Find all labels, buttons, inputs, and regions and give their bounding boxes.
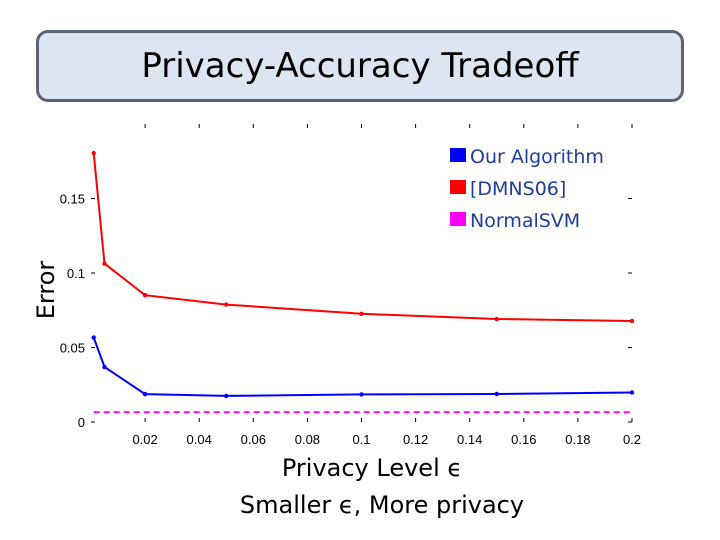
point-dmns06-5 — [494, 316, 499, 322]
x-axis-label: Privacy Level ϵ — [282, 454, 462, 482]
x-tick-label-4: 0.1 — [352, 432, 370, 447]
x-axis-sublabel: Smaller ϵ, More privacy — [240, 491, 524, 519]
x-tick-label-3: 0.08 — [295, 432, 320, 447]
x-tick-label-0: 0.02 — [132, 432, 157, 447]
legend-swatch-dmns06 — [450, 180, 466, 194]
x-tick-label-5: 0.12 — [403, 432, 428, 447]
point-dmns06-2 — [142, 293, 148, 298]
x-tick-label-7: 0.16 — [511, 432, 536, 447]
legend-swatch-our-algorithm — [450, 148, 466, 162]
point-our-algorithm-0 — [91, 335, 96, 340]
series-line-our-algorithm — [92, 337, 633, 397]
point-dmns06-6 — [629, 318, 635, 324]
point-our-algorithm-2 — [142, 391, 148, 397]
x-tick-label-8: 0.18 — [565, 432, 590, 447]
y-tick-label-3: 0.15 — [60, 192, 85, 207]
point-our-algorithm-4 — [359, 392, 364, 397]
series-layer — [91, 150, 635, 414]
y-tick-label-2: 0.1 — [67, 266, 85, 281]
point-our-algorithm-3 — [224, 393, 229, 399]
x-tick-label-9: 0.2 — [623, 432, 641, 447]
slide-title-box: Privacy-Accuracy Tradeoff — [36, 30, 684, 102]
point-our-algorithm-6 — [629, 390, 635, 395]
x-tick-label-6: 0.14 — [457, 432, 482, 447]
axes: 0.02 0.04 0.06 0.08 0.1 0.12 0.14 0.16 0.18 0.2 0 0… — [60, 124, 641, 447]
point-dmns06-1 — [102, 261, 107, 266]
y-tick-label-0: 0 — [78, 415, 85, 430]
point-our-algorithm-1 — [102, 364, 107, 370]
y-tick-label-1: 0.05 — [60, 341, 85, 356]
x-tick-label-1: 0.04 — [187, 432, 212, 447]
point-dmns06-0 — [91, 150, 96, 156]
point-our-algorithm-5 — [494, 391, 499, 397]
legend-label-dmns06: [DMNS06] — [470, 178, 566, 200]
slide-title: Privacy-Accuracy Tradeoff — [141, 46, 579, 86]
legend-swatch-normalsvm — [450, 212, 466, 226]
legend-label-normalsvm: NormalSVM — [470, 210, 580, 232]
x-tick-label-2: 0.06 — [241, 432, 266, 447]
point-dmns06-4 — [359, 311, 364, 317]
y-axis-label: Error — [32, 261, 60, 320]
legend-label-our-algorithm: Our Algorithm — [470, 146, 604, 168]
legend: Our Algorithm [DMNS06] NormalSVM — [450, 146, 604, 232]
point-dmns06-3 — [224, 302, 229, 307]
